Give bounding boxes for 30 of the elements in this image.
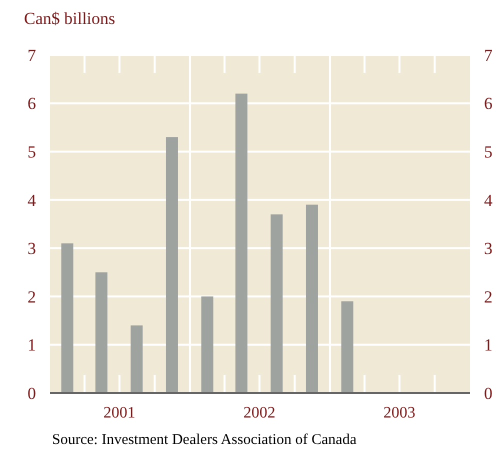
y2-tick-label: 0: [484, 384, 492, 403]
bar: [95, 272, 108, 393]
bar: [341, 301, 354, 393]
bar: [235, 94, 248, 393]
y-axis-title: Can$ billions: [24, 9, 116, 28]
source-note: Source: Investment Dealers Association of Canada: [52, 432, 357, 448]
y2-tick-label: 2: [484, 287, 492, 306]
y-tick-label: 1: [28, 336, 36, 355]
bar: [306, 204, 318, 393]
y-tick-label: 4: [28, 190, 36, 210]
y2-tick-label: 3: [484, 239, 492, 258]
bar: [270, 214, 283, 393]
y-tick-label: 2: [28, 287, 36, 306]
y-tick-label: 7: [28, 46, 36, 65]
y-tick-label: 0: [28, 384, 36, 403]
bar: [166, 137, 178, 393]
y-tick-label: 5: [28, 142, 36, 162]
x-tick-label: 2001: [103, 404, 136, 422]
x-tick-label: 2002: [243, 404, 276, 422]
y-tick-label: 6: [28, 94, 36, 114]
y2-tick-label: 5: [484, 142, 492, 162]
x-tick-label: 2003: [383, 404, 416, 422]
bar: [61, 243, 74, 393]
y-tick-label: 3: [28, 239, 36, 258]
y2-tick-label: 6: [484, 94, 492, 114]
bar: [201, 296, 214, 393]
y2-tick-label: 7: [484, 46, 493, 65]
bar: [130, 325, 143, 393]
y2-tick-label: 4: [484, 190, 493, 210]
y2-tick-label: 1: [484, 336, 492, 355]
